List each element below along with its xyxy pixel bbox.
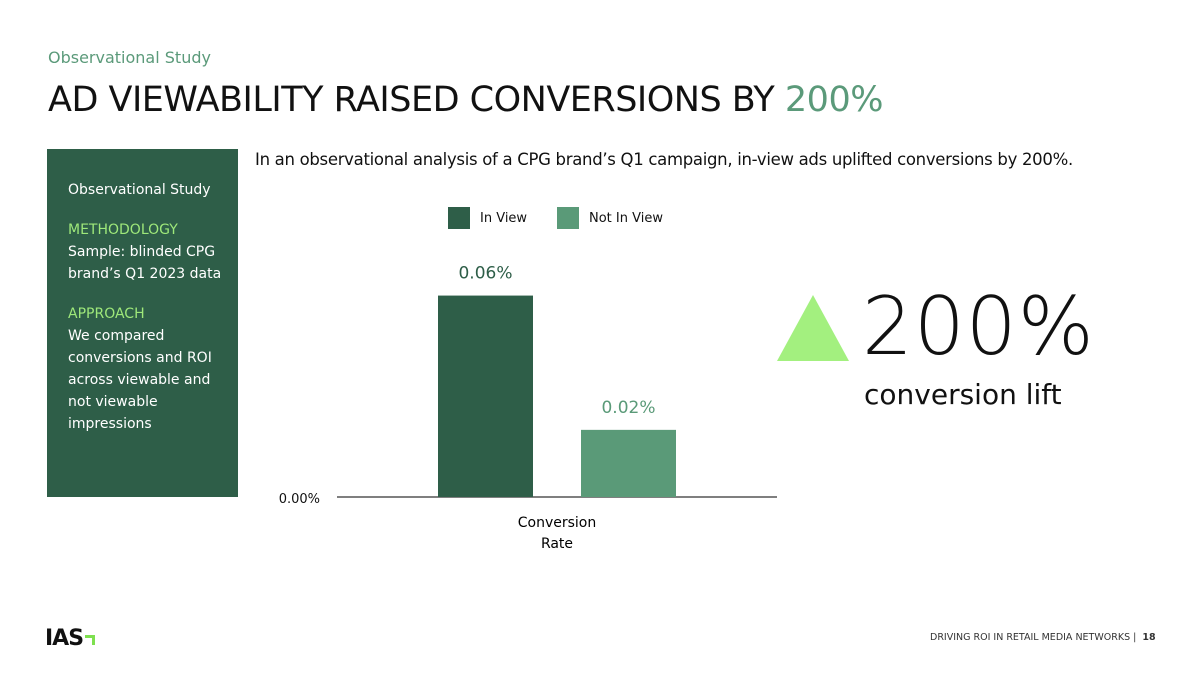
up-triangle-icon — [777, 295, 849, 361]
methodology-panel: Observational Study METHODOLOGY Sample: … — [47, 149, 238, 497]
subtitle: In an observational analysis of a CPG br… — [255, 150, 1073, 169]
x-axis-label-line2: Rate — [541, 536, 573, 552]
data-label-in-view: 0.06% — [458, 264, 512, 284]
kicker: Observational Study — [48, 48, 211, 67]
methodology-text: Sample: blinded CPG brand’s Q1 2023 data — [68, 244, 222, 282]
lift-label: conversion lift — [864, 378, 1062, 411]
legend-swatch — [448, 207, 470, 229]
bar-in-view — [438, 295, 533, 497]
footer: DRIVING ROI IN RETAIL MEDIA NETWORKS | 18 — [930, 632, 1156, 643]
bar-not-in-view — [581, 429, 676, 497]
legend-label: In View — [480, 210, 528, 226]
x-axis-label-line1: Conversion — [518, 515, 597, 531]
legend-label: Not In View — [589, 210, 663, 226]
lift-value: 200% — [862, 280, 1095, 373]
page-title: AD VIEWABILITY RAISED CONVERSIONS BY 200… — [48, 80, 883, 120]
title-accent: 200% — [784, 80, 884, 120]
page-number: 18 — [1142, 632, 1156, 643]
data-label-not-in-view: 0.02% — [601, 398, 655, 418]
legend-in-view: In View — [448, 207, 527, 229]
legend-not-in-view: Not In View — [557, 207, 663, 229]
legend-swatch — [557, 207, 579, 229]
y-tick-label: 0.00% — [279, 492, 320, 507]
ias-logo: IAS — [45, 626, 96, 651]
panel-heading: Observational Study — [68, 182, 211, 198]
footer-separator: | — [1133, 632, 1137, 643]
footer-text: DRIVING ROI IN RETAIL MEDIA NETWORKS — [930, 632, 1131, 643]
methodology-label: METHODOLOGY — [68, 222, 178, 238]
approach-label: APPROACH — [68, 306, 145, 322]
approach-text: We compared conversions and ROI across v… — [68, 328, 212, 432]
title-main: AD VIEWABILITY RAISED CONVERSIONS BY — [48, 80, 785, 120]
